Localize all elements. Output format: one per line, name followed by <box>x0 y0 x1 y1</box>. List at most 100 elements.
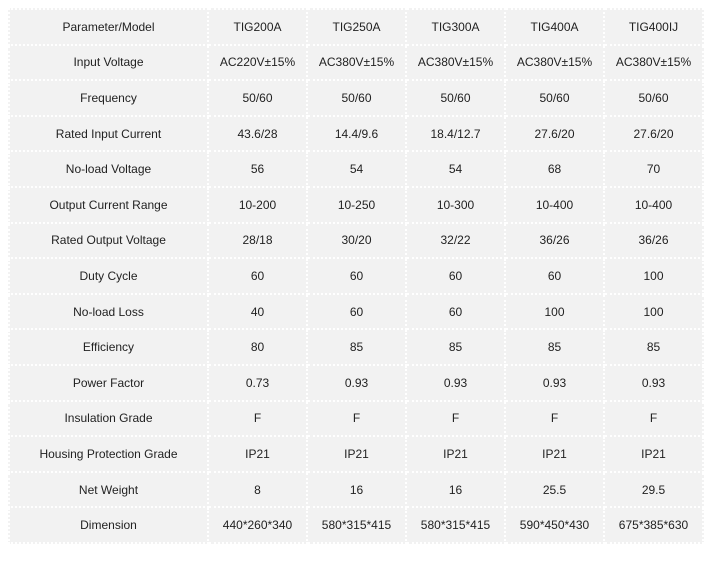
cell: TIG400IJ <box>603 8 704 46</box>
cell: 10-400 <box>603 185 704 224</box>
cell: 580*315*415 <box>306 506 407 544</box>
cell: 10-250 <box>306 185 407 224</box>
cell: 0.93 <box>504 363 605 402</box>
cell: 18.4/12.7 <box>405 114 506 153</box>
cell: 36/26 <box>603 221 704 260</box>
cell: IP21 <box>306 435 407 473</box>
cell: 675*385*630 <box>603 506 704 544</box>
table-row: Rated Output Voltage 28/18 30/20 32/22 36/26… <box>8 221 704 260</box>
cell: 0.93 <box>603 363 704 402</box>
cell: 56 <box>207 150 308 188</box>
cell: 60 <box>306 257 407 295</box>
cell: F <box>207 399 308 438</box>
cell: 60 <box>405 292 506 331</box>
cell: 100 <box>603 257 704 295</box>
cell: 80 <box>207 328 308 366</box>
table-row: Efficiency 80 85 85 85 85 <box>8 328 704 366</box>
cell: F <box>504 399 605 438</box>
cell: 440*260*340 <box>207 506 308 544</box>
row-label: Input Voltage <box>8 43 209 82</box>
cell: IP21 <box>207 435 308 473</box>
cell: 10-200 <box>207 185 308 224</box>
spec-table-container: Parameter/Model TIG200A TIG250A TIG300A TIG4… <box>8 8 704 544</box>
cell: 16 <box>306 470 407 509</box>
header-row: Parameter/Model TIG200A TIG250A TIG300A TIG4… <box>8 8 704 46</box>
table-row: Rated Input Current 43.6/28 14.4/9.6 18.4/1… <box>8 114 704 153</box>
table-row: Input Voltage AC220V±15% AC380V±15% AC380V±… <box>8 43 704 82</box>
cell: 50/60 <box>207 79 308 117</box>
cell: IP21 <box>504 435 605 473</box>
cell: 70 <box>603 150 704 188</box>
spec-table: Parameter/Model TIG200A TIG250A TIG300A TIG4… <box>8 8 704 544</box>
cell: AC380V±15% <box>603 43 704 82</box>
cell: AC220V±15% <box>207 43 308 82</box>
cell: AC380V±15% <box>306 43 407 82</box>
cell: 54 <box>405 150 506 188</box>
cell: 85 <box>306 328 407 366</box>
cell: 25.5 <box>504 470 605 509</box>
cell: 40 <box>207 292 308 331</box>
cell: 85 <box>603 328 704 366</box>
cell: 60 <box>306 292 407 331</box>
cell: F <box>405 399 506 438</box>
table-row: Dimension 440*260*340 580*315*415 580*315*4… <box>8 506 704 544</box>
cell: 100 <box>603 292 704 331</box>
cell: 10-300 <box>405 185 506 224</box>
table-row: Frequency 50/60 50/60 50/60 50/60 50/60 <box>8 79 704 117</box>
cell: 54 <box>306 150 407 188</box>
cell: 50/60 <box>306 79 407 117</box>
cell: F <box>306 399 407 438</box>
cell: 32/22 <box>405 221 506 260</box>
table-row: Output Current Range 10-200 10-250 10-300 10… <box>8 185 704 224</box>
cell: 0.73 <box>207 363 308 402</box>
row-label: Rated Input Current <box>8 114 209 153</box>
table-row: Housing Protection Grade IP21 IP21 IP21 IP21… <box>8 435 704 473</box>
cell: TIG400A <box>504 8 605 46</box>
cell: 10-400 <box>504 185 605 224</box>
cell: IP21 <box>603 435 704 473</box>
cell: 43.6/28 <box>207 114 308 153</box>
row-label: Housing Protection Grade <box>8 435 209 473</box>
row-label: Power Factor <box>8 363 209 402</box>
cell: TIG300A <box>405 8 506 46</box>
cell: 60 <box>207 257 308 295</box>
row-label: Rated Output Voltage <box>8 221 209 260</box>
cell: 27.6/20 <box>603 114 704 153</box>
cell: 14.4/9.6 <box>306 114 407 153</box>
table-row: Net Weight 8 16 16 25.5 29.5 <box>8 470 704 509</box>
row-label: No-load Loss <box>8 292 209 331</box>
table-row: Duty Cycle 60 60 60 60 100 <box>8 257 704 295</box>
cell: 30/20 <box>306 221 407 260</box>
table-row: Insulation Grade F F F F F <box>8 399 704 438</box>
cell: TIG250A <box>306 8 407 46</box>
table-row: No-load Voltage 56 54 54 68 70 <box>8 150 704 188</box>
row-label: Efficiency <box>8 328 209 366</box>
cell: F <box>603 399 704 438</box>
row-label: Duty Cycle <box>8 257 209 295</box>
cell: 68 <box>504 150 605 188</box>
row-label: Output Current Range <box>8 185 209 224</box>
cell: 0.93 <box>405 363 506 402</box>
cell: 50/60 <box>405 79 506 117</box>
cell: 590*450*430 <box>504 506 605 544</box>
row-label: Parameter/Model <box>8 8 209 46</box>
cell: 8 <box>207 470 308 509</box>
cell: 580*315*415 <box>405 506 506 544</box>
cell: 100 <box>504 292 605 331</box>
cell: 85 <box>405 328 506 366</box>
row-label: Net Weight <box>8 470 209 509</box>
cell: 50/60 <box>603 79 704 117</box>
row-label: Dimension <box>8 506 209 544</box>
cell: AC380V±15% <box>405 43 506 82</box>
cell: 60 <box>405 257 506 295</box>
table-row: Power Factor 0.73 0.93 0.93 0.93 0.93 <box>8 363 704 402</box>
cell: 29.5 <box>603 470 704 509</box>
cell: 28/18 <box>207 221 308 260</box>
cell: 27.6/20 <box>504 114 605 153</box>
cell: TIG200A <box>207 8 308 46</box>
table-row: No-load Loss 40 60 60 100 100 <box>8 292 704 331</box>
row-label: No-load Voltage <box>8 150 209 188</box>
cell: 36/26 <box>504 221 605 260</box>
cell: 0.93 <box>306 363 407 402</box>
cell: AC380V±15% <box>504 43 605 82</box>
